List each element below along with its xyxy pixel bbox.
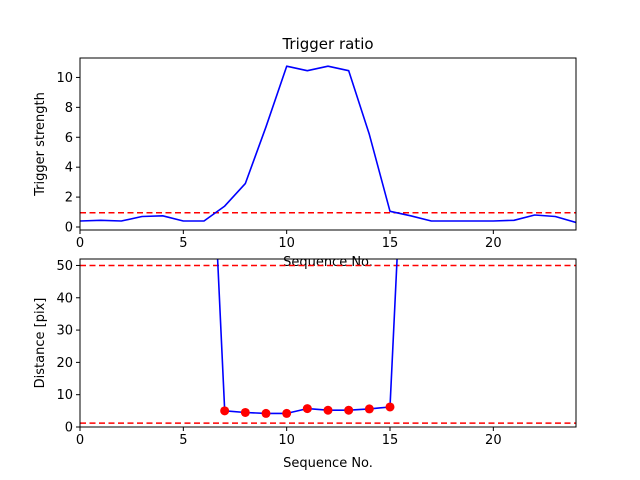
x-tick-label: 0 <box>76 433 84 448</box>
y-tick-label: 20 <box>56 356 73 371</box>
data-point <box>261 408 271 418</box>
data-point <box>240 407 250 417</box>
data-point <box>344 405 354 415</box>
axes-frame <box>79 57 577 231</box>
y-tick-label: 4 <box>65 161 73 176</box>
y-tick-label: 0 <box>65 421 73 436</box>
x-tick-label: 20 <box>485 236 502 251</box>
axes-frame <box>79 258 577 428</box>
x-axis-label: Sequence No. <box>283 255 373 270</box>
x-tick-label: 5 <box>179 236 187 251</box>
data-point <box>323 405 333 415</box>
y-tick-label: 2 <box>65 191 73 206</box>
data-point <box>302 404 312 414</box>
y-tick-label: 0 <box>65 221 73 236</box>
data-point <box>282 408 292 418</box>
y-tick-label: 8 <box>65 101 73 116</box>
x-tick-label: 15 <box>382 433 399 448</box>
y-axis-ticks: 0 10 20 30 40 50 <box>56 259 80 436</box>
x-axis-label: Sequence No. <box>283 456 373 471</box>
x-axis-ticks: 0 5 10 15 20 <box>76 230 502 251</box>
x-tick-label: 5 <box>179 433 187 448</box>
trigger-ratio-chart: Trigger ratio 0 5 10 15 20 0 2 4 6 8 10 Sequence … <box>33 35 577 270</box>
y-tick-label: 10 <box>56 388 73 403</box>
plot-area <box>80 259 576 424</box>
x-tick-label: 0 <box>76 236 84 251</box>
y-axis-ticks: 0 2 4 6 8 10 <box>56 71 80 236</box>
y-tick-label: 30 <box>56 324 73 339</box>
y-tick-label: 10 <box>56 71 73 86</box>
data-point <box>220 406 230 416</box>
x-tick-label: 15 <box>382 236 399 251</box>
data-point <box>385 402 395 412</box>
y-tick-label: 50 <box>56 259 73 274</box>
x-axis-ticks: 0 5 10 15 20 <box>76 427 502 448</box>
x-tick-label: 10 <box>278 433 295 448</box>
chart-title: Trigger ratio <box>281 35 373 53</box>
plot-area <box>80 65 576 224</box>
series-line <box>80 65 576 224</box>
x-tick-label: 20 <box>485 433 502 448</box>
distance-chart: 0 5 10 15 20 0 10 20 30 40 50 Sequence No. Distan… <box>33 258 577 471</box>
y-tick-label: 40 <box>56 291 73 306</box>
y-tick-label: 6 <box>65 131 73 146</box>
y-axis-label: Trigger strength <box>33 92 48 197</box>
y-axis-label: Distance [pix] <box>33 298 48 389</box>
data-point <box>364 404 374 414</box>
x-tick-label: 10 <box>278 236 295 251</box>
